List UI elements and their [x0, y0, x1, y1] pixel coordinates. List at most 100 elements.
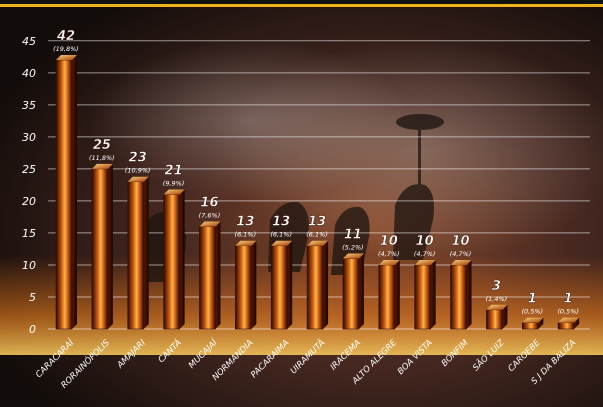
percent-label: (9,9%) — [163, 180, 185, 188]
bar — [342, 253, 364, 330]
percent-label: (0,5%) — [557, 308, 579, 316]
percent-label: (4,7%) — [378, 250, 400, 258]
bar-side — [502, 304, 508, 329]
bar — [306, 240, 329, 330]
bar-front — [557, 322, 575, 330]
y-tick-label: 10 — [22, 259, 36, 272]
value-label: 16 — [200, 196, 218, 211]
bar-top — [235, 240, 257, 246]
y-tick-label: 40 — [22, 67, 36, 80]
y-tick-label: 45 — [22, 35, 36, 48]
percent-label: (7,6%) — [199, 212, 221, 220]
bar-top — [486, 304, 508, 310]
bar-front — [91, 168, 109, 330]
bar-front — [450, 264, 467, 330]
bar-side — [466, 259, 472, 329]
bar — [486, 304, 508, 330]
top-dark-strip — [0, 0, 603, 4]
bar-top — [56, 55, 77, 61]
percent-label: (11,8%) — [89, 154, 115, 162]
bar-top — [271, 240, 293, 246]
bar-front — [235, 245, 252, 330]
percent-label: (5,2%) — [342, 244, 364, 252]
bar-top — [163, 189, 185, 195]
bar-front — [199, 226, 216, 330]
bar-side — [251, 240, 257, 329]
bar-top — [127, 176, 149, 182]
value-label: 1 — [528, 292, 537, 307]
bar-top — [91, 163, 113, 169]
bar — [235, 240, 257, 330]
value-label: 11 — [344, 228, 362, 243]
y-tick-label: 35 — [22, 99, 36, 112]
bar-side — [143, 176, 149, 329]
bar-front — [270, 245, 288, 330]
value-label: 21 — [165, 164, 183, 179]
bar-top — [414, 259, 436, 265]
bar — [91, 163, 113, 330]
bar-side — [538, 317, 544, 329]
bar — [557, 317, 580, 330]
percent-label: (4,7%) — [450, 250, 472, 258]
value-label: 42 — [56, 29, 75, 44]
percent-label: (6,1%) — [306, 231, 328, 239]
y-tick-label: 25 — [22, 163, 36, 176]
bar-top — [558, 317, 580, 323]
percent-label: (4,7%) — [414, 250, 436, 258]
bar-side — [287, 240, 293, 329]
bar-front — [486, 309, 503, 330]
bar-side — [430, 259, 436, 329]
bar-side — [215, 221, 221, 329]
value-label: 10 — [416, 234, 434, 249]
value-label: 23 — [129, 151, 147, 166]
bar — [199, 221, 221, 330]
smoke-cloud — [90, 40, 410, 200]
bar-front — [55, 59, 73, 330]
bar-side — [394, 259, 400, 329]
bar-front — [342, 258, 360, 330]
bar-top — [307, 240, 329, 246]
y-tick-label: 20 — [22, 195, 36, 208]
value-label: 3 — [492, 279, 501, 294]
value-label: 10 — [451, 234, 469, 249]
value-label: 25 — [93, 138, 111, 153]
bar — [55, 55, 77, 330]
y-tick-label: 15 — [22, 227, 36, 240]
y-tick-label: 5 — [29, 291, 36, 304]
bar-side — [574, 317, 580, 329]
bar-top — [522, 317, 544, 323]
bar-front — [127, 181, 145, 330]
bar-front — [378, 264, 396, 330]
bar-side — [323, 240, 329, 329]
bar-front — [521, 322, 539, 330]
percent-label: (19,8%) — [53, 45, 79, 53]
bar-top — [342, 253, 364, 259]
y-tick-label: 0 — [29, 323, 36, 336]
fire-glow — [0, 255, 603, 355]
bar-top — [199, 221, 221, 227]
bar-front — [306, 245, 324, 330]
bar — [521, 317, 544, 330]
bar-side — [72, 55, 77, 330]
percent-label: (6,1%) — [270, 231, 292, 239]
percent-label: (6,1%) — [235, 231, 257, 239]
bar-front — [414, 264, 431, 330]
value-label: 13 — [236, 215, 254, 230]
bar-side — [107, 163, 113, 329]
bar — [450, 259, 472, 330]
value-label: 1 — [564, 292, 573, 307]
bar — [414, 259, 436, 330]
bar-side — [179, 189, 185, 329]
bar-front — [163, 194, 180, 330]
percent-label: (10,9%) — [125, 167, 151, 175]
bars — [55, 55, 580, 330]
data-labels: 42(19,8%) 25(11,8%) 23(10,9%) 21(9,9%) 16(7,… — [53, 29, 579, 316]
bar — [127, 176, 149, 330]
value-label: 13 — [272, 215, 290, 230]
bar-top — [450, 259, 472, 265]
bar-side — [358, 253, 364, 329]
bar — [163, 189, 185, 330]
bar — [378, 259, 400, 330]
value-label: 10 — [380, 234, 398, 249]
